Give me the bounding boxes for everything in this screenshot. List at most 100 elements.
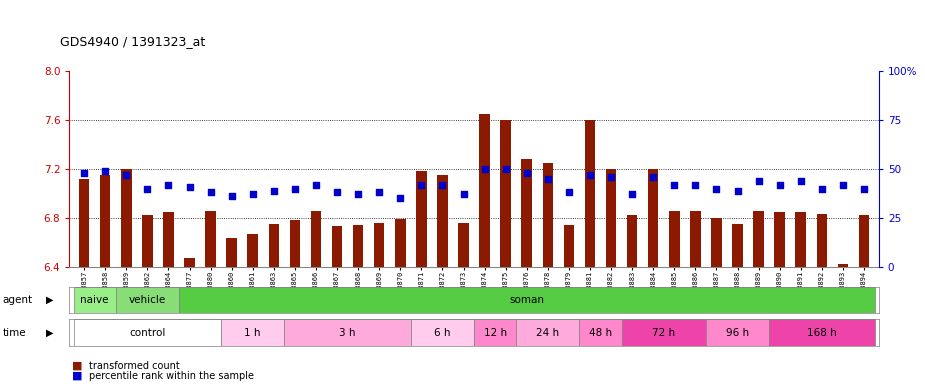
Point	[794, 178, 808, 184]
Text: 12 h: 12 h	[484, 328, 507, 338]
Bar	[227, 238, 237, 267]
Text: ■: ■	[72, 371, 82, 381]
Point	[98, 168, 113, 174]
Bar	[479, 114, 490, 267]
Bar	[458, 223, 469, 267]
Point	[204, 189, 218, 195]
Bar	[606, 169, 616, 267]
Bar	[579, 319, 622, 346]
Text: 1 h: 1 h	[244, 328, 261, 338]
Bar	[142, 215, 153, 267]
Text: 3 h: 3 h	[339, 328, 356, 338]
Bar	[205, 210, 216, 267]
Point	[414, 182, 429, 188]
Bar	[184, 258, 195, 267]
Point	[667, 182, 682, 188]
Text: 96 h: 96 h	[726, 328, 749, 338]
Point	[477, 166, 492, 172]
Point	[561, 189, 576, 195]
Bar	[438, 175, 448, 267]
Bar	[179, 287, 874, 313]
Text: ▶: ▶	[46, 328, 54, 338]
Point	[224, 193, 239, 199]
Text: 168 h: 168 h	[807, 328, 837, 338]
Bar	[774, 212, 785, 267]
Text: percentile rank within the sample: percentile rank within the sample	[89, 371, 253, 381]
Bar	[753, 210, 764, 267]
Point	[329, 189, 344, 195]
Point	[456, 191, 471, 197]
Bar	[290, 220, 301, 267]
Bar	[817, 214, 827, 267]
Bar	[770, 319, 874, 346]
Bar	[284, 319, 411, 346]
Point	[751, 178, 766, 184]
Text: 24 h: 24 h	[536, 328, 560, 338]
Point	[583, 172, 598, 178]
Bar	[516, 319, 579, 346]
Bar	[858, 215, 870, 267]
Point	[814, 185, 829, 192]
Bar	[411, 319, 474, 346]
Bar	[74, 287, 116, 313]
Text: control: control	[130, 328, 166, 338]
Bar	[500, 120, 511, 267]
Point	[435, 182, 450, 188]
Bar	[100, 175, 110, 267]
Bar	[79, 179, 90, 267]
Point	[182, 184, 197, 190]
Text: ▶: ▶	[46, 295, 54, 305]
Point	[499, 166, 513, 172]
Point	[372, 189, 387, 195]
Bar	[163, 212, 174, 267]
Bar	[627, 215, 637, 267]
Bar	[416, 171, 426, 267]
Bar	[733, 224, 743, 267]
Bar	[248, 234, 258, 267]
Point	[119, 172, 134, 178]
Bar	[268, 224, 279, 267]
Bar	[221, 319, 284, 346]
Text: 72 h: 72 h	[652, 328, 675, 338]
Point	[351, 191, 365, 197]
Point	[604, 174, 619, 180]
Bar	[543, 163, 553, 267]
Bar	[648, 169, 659, 267]
Bar	[622, 319, 706, 346]
Point	[835, 182, 850, 188]
Text: ■: ■	[72, 361, 82, 371]
Bar	[706, 319, 770, 346]
Bar	[332, 227, 342, 267]
Bar	[669, 210, 680, 267]
Text: vehicle: vehicle	[129, 295, 166, 305]
Bar	[74, 319, 221, 346]
Point	[688, 182, 703, 188]
Bar	[395, 219, 405, 267]
Bar	[711, 218, 722, 267]
Point	[161, 182, 176, 188]
Bar	[690, 210, 700, 267]
Point	[77, 170, 92, 176]
Bar	[585, 120, 596, 267]
Point	[709, 185, 724, 192]
Text: 6 h: 6 h	[434, 328, 450, 338]
Bar	[474, 319, 516, 346]
Point	[140, 185, 154, 192]
Text: 48 h: 48 h	[589, 328, 612, 338]
Point	[730, 187, 745, 194]
Point	[519, 170, 534, 176]
Bar	[838, 265, 848, 267]
Point	[540, 176, 555, 182]
Bar	[522, 159, 532, 267]
Point	[624, 191, 639, 197]
Point	[266, 187, 281, 194]
Bar	[121, 169, 131, 267]
Bar	[311, 210, 321, 267]
Point	[857, 185, 871, 192]
Point	[393, 195, 408, 202]
Text: GDS4940 / 1391323_at: GDS4940 / 1391323_at	[60, 35, 205, 48]
Point	[288, 185, 302, 192]
Bar	[116, 287, 179, 313]
Bar	[374, 223, 385, 267]
Point	[646, 174, 660, 180]
